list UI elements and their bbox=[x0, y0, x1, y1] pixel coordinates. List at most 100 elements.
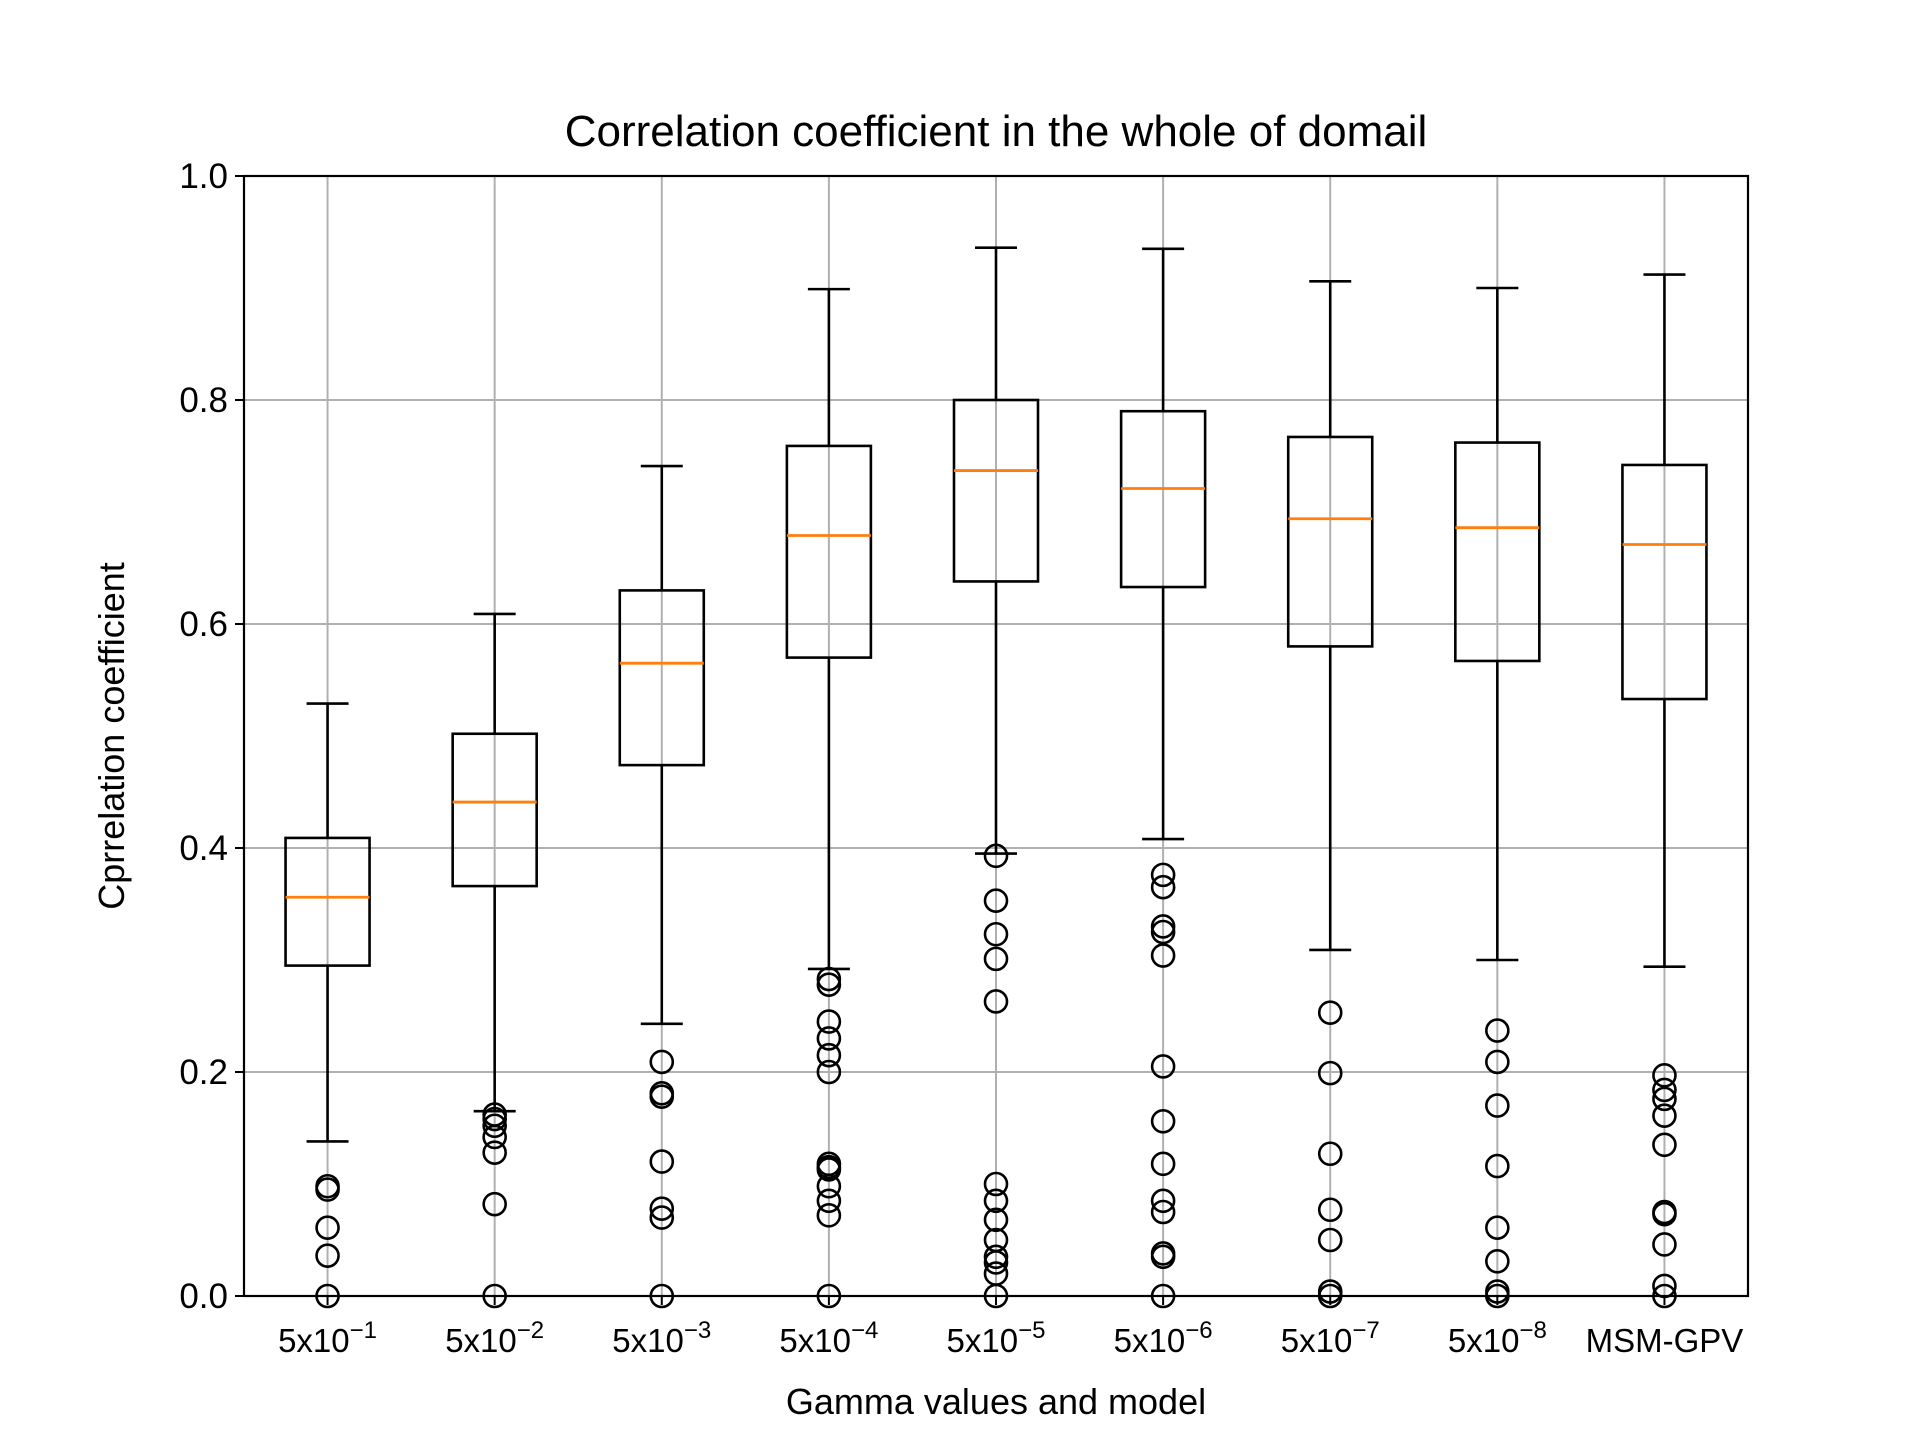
outlier-point bbox=[1485, 1049, 1510, 1075]
x-tick-label: 5x10−6 bbox=[1114, 1317, 1213, 1359]
y-tick-label: 1.0 bbox=[179, 157, 228, 196]
y-tick-label: 0.0 bbox=[179, 1277, 228, 1316]
outlier-point bbox=[315, 1243, 340, 1268]
outlier-point bbox=[1317, 1197, 1343, 1223]
outlier-point bbox=[1652, 1232, 1677, 1257]
outlier-point bbox=[315, 1215, 340, 1240]
outlier-point bbox=[816, 1026, 842, 1051]
iqr-box bbox=[785, 444, 873, 659]
y-tick-label: 0.4 bbox=[179, 829, 228, 868]
outlier-point bbox=[1150, 874, 1176, 900]
outlier-point bbox=[649, 1205, 675, 1230]
outlier-point bbox=[816, 1203, 842, 1228]
iqr-box bbox=[1119, 409, 1207, 589]
x-tick-label: 5x10−2 bbox=[445, 1317, 544, 1359]
outlier-point bbox=[816, 1042, 842, 1068]
iqr-box bbox=[1454, 441, 1541, 663]
outlier-point bbox=[983, 1244, 1009, 1270]
outlier-point bbox=[1652, 1086, 1677, 1112]
box-series bbox=[284, 246, 1708, 1309]
outlier-point bbox=[1317, 1227, 1343, 1253]
outlier-point bbox=[983, 989, 1009, 1014]
outlier-point bbox=[482, 1124, 507, 1150]
outlier-point bbox=[1652, 1201, 1677, 1227]
box-group bbox=[1621, 273, 1708, 1309]
outlier-point bbox=[983, 888, 1009, 913]
x-tick-label: 5x10−5 bbox=[947, 1317, 1046, 1359]
outlier-point bbox=[482, 1113, 507, 1139]
outlier-point bbox=[1652, 1063, 1677, 1088]
outlier-point bbox=[649, 1149, 675, 1174]
outlier-point bbox=[983, 1171, 1009, 1197]
outlier-point bbox=[1150, 919, 1176, 945]
outlier-point bbox=[816, 972, 842, 997]
outlier-point bbox=[1150, 1108, 1176, 1134]
outlier-point bbox=[1485, 1093, 1510, 1118]
outlier-point bbox=[1652, 1077, 1677, 1103]
box-group bbox=[451, 612, 538, 1309]
iqr-box bbox=[952, 398, 1040, 583]
outlier-point bbox=[649, 1084, 675, 1109]
outlier-point bbox=[816, 1173, 842, 1199]
outlier-point bbox=[1652, 1132, 1677, 1158]
outlier-point bbox=[649, 1049, 675, 1075]
outlier-point bbox=[816, 1157, 842, 1182]
outlier-point bbox=[983, 1250, 1009, 1275]
y-tick-label: 0.6 bbox=[179, 605, 228, 644]
outlier-point bbox=[1150, 914, 1176, 939]
outlier-point bbox=[1485, 1018, 1510, 1043]
iqr-box bbox=[1621, 463, 1708, 701]
outlier-point bbox=[1485, 1215, 1510, 1240]
outlier-point bbox=[1150, 862, 1176, 888]
outlier-point bbox=[1485, 1248, 1510, 1274]
x-tick-label: MSM-GPV bbox=[1586, 1322, 1744, 1359]
y-axis-label: Cprrelation coefficient bbox=[91, 562, 132, 910]
outlier-point bbox=[983, 1207, 1009, 1233]
outlier-point bbox=[983, 1188, 1009, 1214]
outlier-point bbox=[816, 966, 842, 992]
box-group bbox=[618, 464, 706, 1309]
x-axis-label: Gamma values and model bbox=[786, 1381, 1206, 1422]
x-tick-label: 5x10−7 bbox=[1281, 1317, 1380, 1359]
x-tick-label: 5x10−1 bbox=[278, 1317, 377, 1359]
outlier-point bbox=[1150, 943, 1176, 968]
outlier-point bbox=[482, 1140, 507, 1165]
outlier-point bbox=[649, 1196, 675, 1221]
box-group bbox=[1286, 279, 1374, 1309]
iqr-box bbox=[451, 732, 538, 888]
outlier-point bbox=[315, 1177, 340, 1202]
outlier-point bbox=[1150, 1199, 1176, 1225]
outlier-point bbox=[1485, 1153, 1510, 1179]
outlier-point bbox=[1317, 1060, 1343, 1086]
chart-title: Correlation coefficient in the whole of … bbox=[565, 107, 1428, 156]
outlier-point bbox=[1150, 1054, 1176, 1079]
outlier-point bbox=[482, 1106, 507, 1132]
iqr-box bbox=[1286, 435, 1374, 648]
outlier-point bbox=[1317, 1000, 1343, 1025]
outlier-point bbox=[1317, 1141, 1343, 1167]
outlier-point bbox=[816, 1059, 842, 1085]
outlier-point bbox=[816, 1009, 842, 1034]
outlier-point bbox=[983, 843, 1009, 869]
y-tick-label: 0.8 bbox=[179, 381, 228, 420]
box-group bbox=[785, 287, 873, 1309]
outlier-point bbox=[1150, 1188, 1176, 1214]
iqr-box bbox=[284, 836, 371, 967]
outlier-point bbox=[983, 946, 1009, 972]
iqr-box bbox=[618, 589, 706, 767]
axis-ticks: 0.0 0.2 0.4 0.6 0.8 1.0 5x10−1 5x10−2 5x10−3 5x10… bbox=[179, 157, 1743, 1359]
box-group bbox=[284, 702, 371, 1309]
x-tick-label: 5x10−3 bbox=[612, 1317, 711, 1359]
x-tick-label: 5x10−8 bbox=[1448, 1317, 1547, 1359]
x-tick-label: 5x10−4 bbox=[779, 1317, 878, 1359]
outlier-point bbox=[983, 921, 1009, 947]
outlier-point bbox=[816, 1188, 842, 1214]
outlier-point bbox=[1150, 1151, 1176, 1177]
outlier-point bbox=[482, 1191, 507, 1217]
box-group bbox=[1454, 286, 1541, 1309]
y-tick-label: 0.2 bbox=[179, 1053, 228, 1092]
outlier-point bbox=[1150, 1244, 1176, 1270]
outlier-point bbox=[1652, 1103, 1677, 1128]
